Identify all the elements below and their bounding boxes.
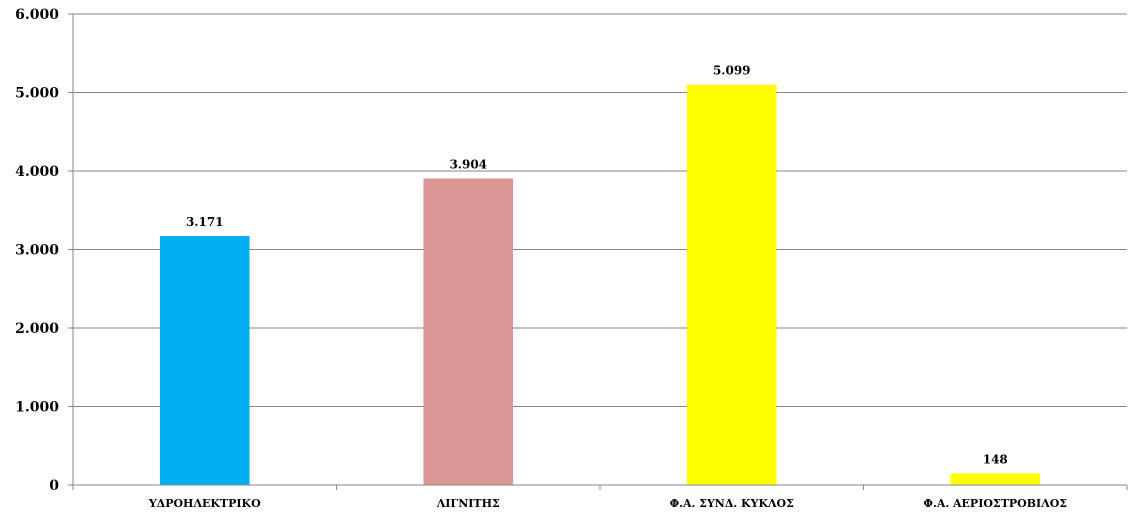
data-labels: 3.171 3.904 5.099 148 xyxy=(186,64,1008,467)
y-tick-label: 0 xyxy=(49,478,59,494)
bar xyxy=(686,84,777,485)
bar xyxy=(950,473,1041,485)
y-tick-label: 5.000 xyxy=(15,86,59,102)
data-label: 148 xyxy=(983,452,1008,466)
x-category-label: ΛΙΓΝΙΤΗΣ xyxy=(436,497,500,510)
x-category-label: ΥΔΡΟΗΛΕΚΤΡΙΚΟ xyxy=(148,497,261,510)
x-axis: ΥΔΡΟΗΛΕΚΤΡΙΚΟ ΛΙΓΝΙΤΗΣ Φ.Α. ΣΥΝΔ. ΚΥΚΛΟΣ Φ.… xyxy=(72,14,1128,510)
y-tick-label: 4.000 xyxy=(15,164,59,180)
bar xyxy=(159,236,250,485)
y-axis-ticks: 0 1.000 2.000 3.000 4.000 5.000 6.000 xyxy=(15,7,73,494)
y-tick-label: 1.000 xyxy=(15,400,59,416)
x-category-label: Φ.Α. ΣΥΝΔ. ΚΥΚΛΟΣ xyxy=(670,497,795,510)
data-label: 3.171 xyxy=(186,215,224,229)
bars xyxy=(159,84,1041,485)
data-label: 5.099 xyxy=(713,64,751,78)
data-label: 3.904 xyxy=(449,158,487,172)
bar xyxy=(423,178,514,485)
y-tick-label: 6.000 xyxy=(15,7,59,23)
x-category-label: Φ.Α. ΑΕΡΙΟΣΤΡΟΒΙΛΟΣ xyxy=(923,497,1067,510)
y-tick-label: 3.000 xyxy=(15,243,59,259)
y-tick-label: 2.000 xyxy=(15,321,59,337)
